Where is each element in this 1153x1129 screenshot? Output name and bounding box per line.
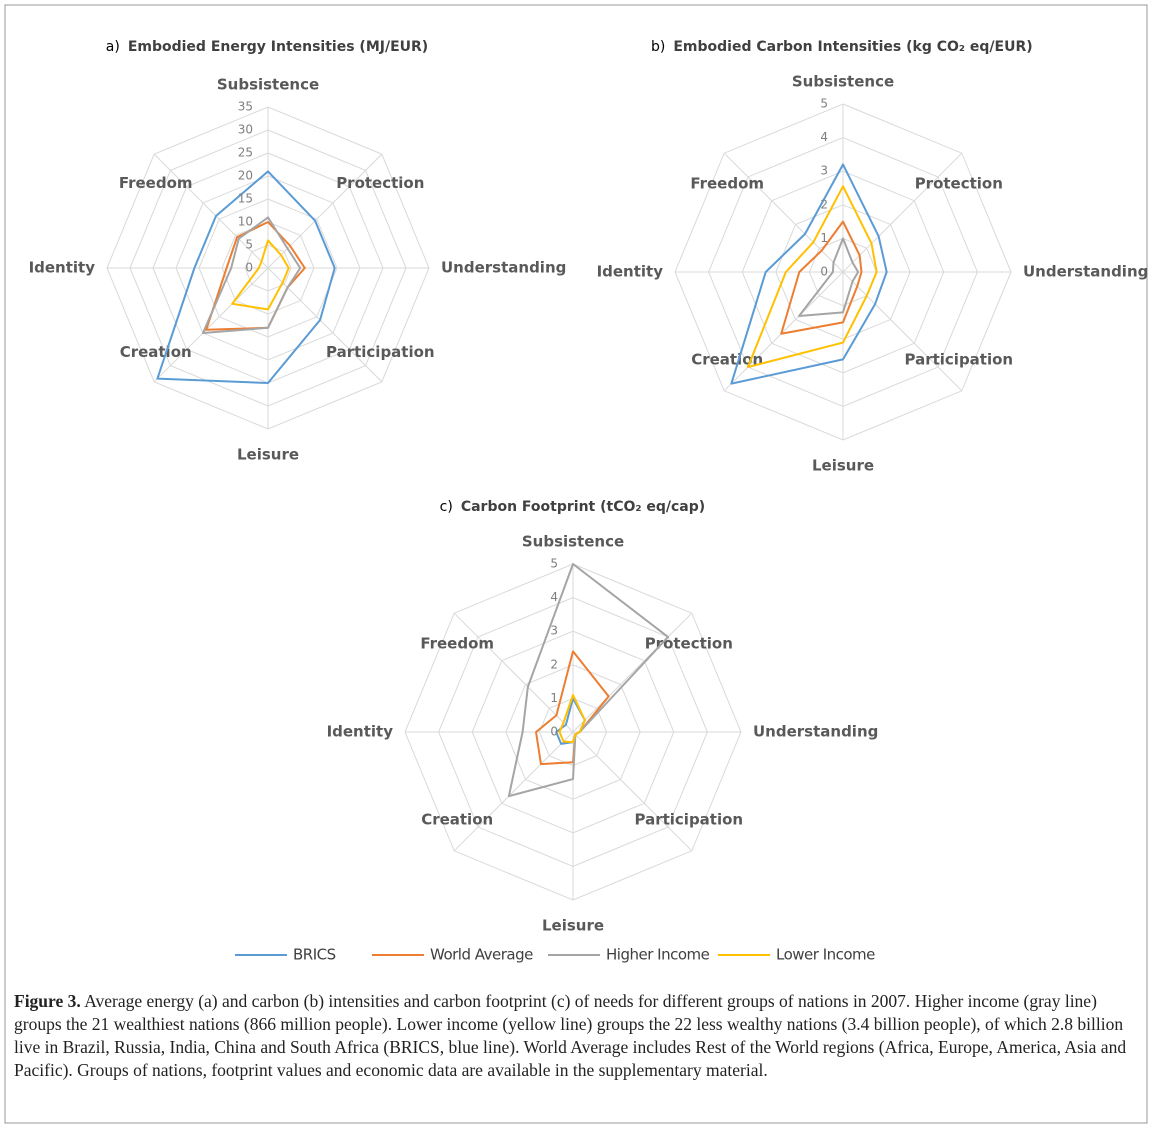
y-tick-label: 5: [245, 238, 253, 252]
panel-label: b): [651, 39, 665, 55]
series-line: [555, 697, 586, 745]
series-line: [746, 185, 878, 369]
category-label: Understanding: [441, 259, 566, 277]
series-line: [156, 170, 336, 384]
series-line: [730, 163, 888, 385]
series-line: [507, 563, 670, 798]
y-tick-label: 4: [820, 130, 828, 144]
series-line: [201, 216, 302, 335]
chart-title: Carbon Footprint (tCO₂ eq/cap): [461, 499, 705, 515]
category-label: Identity: [29, 259, 96, 277]
legend-label: Lower Income: [776, 946, 875, 964]
category-label: Freedom: [420, 634, 494, 652]
y-tick-label: 1: [550, 691, 558, 705]
legend-label: World Average: [430, 946, 533, 964]
spoke: [267, 153, 383, 269]
panel-label: a): [106, 39, 120, 55]
category-label: Participation: [634, 811, 743, 829]
category-label: Protection: [645, 634, 733, 652]
spoke: [153, 267, 269, 383]
category-label: Subsistence: [522, 533, 624, 551]
category-label: Leisure: [812, 457, 874, 475]
spoke: [572, 731, 693, 852]
y-tick-label: 25: [238, 146, 253, 160]
category-label: Identity: [327, 723, 394, 741]
spoke: [453, 731, 574, 852]
legend-label: Higher Income: [606, 946, 710, 964]
y-tick-label: 15: [238, 192, 253, 206]
spoke: [842, 271, 963, 392]
panel-label: c): [440, 499, 453, 515]
series-line: [780, 220, 863, 335]
category-label: Creation: [691, 351, 763, 369]
y-tick-label: 35: [238, 100, 253, 114]
series-line: [231, 239, 290, 311]
spoke: [723, 271, 844, 392]
caption-text: Average energy (a) and carbon (b) intens…: [14, 991, 1127, 1080]
chart-title: Embodied Carbon Intensities (kg CO₂ eq/E…: [673, 39, 1032, 55]
series-line: [205, 221, 306, 331]
y-tick-label: 2: [820, 197, 828, 211]
y-tick-label: 3: [820, 164, 828, 178]
spoke: [153, 153, 269, 269]
y-tick-label: 10: [238, 215, 253, 229]
category-label: Freedom: [690, 174, 764, 192]
category-label: Identity: [597, 263, 664, 281]
frame: [4, 4, 1148, 1124]
legend-label: BRICS: [293, 946, 336, 964]
y-tick-label: 0: [820, 265, 828, 279]
y-tick-label: 20: [238, 169, 253, 183]
caption-label: Figure 3.: [14, 991, 81, 1011]
series-line: [798, 237, 860, 317]
y-tick-label: 4: [550, 590, 558, 604]
category-label: Leisure: [237, 446, 299, 464]
category-label: Creation: [120, 343, 192, 361]
chart-title: Embodied Energy Intensities (MJ/EUR): [128, 39, 428, 55]
y-tick-label: 30: [238, 123, 253, 137]
spoke: [267, 267, 383, 383]
caption: Figure 3. Average energy (a) and carbon …: [14, 990, 1129, 1082]
spoke: [842, 152, 963, 273]
category-label: Participation: [326, 343, 435, 361]
category-label: Understanding: [1023, 263, 1148, 281]
spoke: [572, 612, 693, 733]
spoke: [723, 152, 844, 273]
y-tick-label: 3: [550, 624, 558, 638]
category-label: Understanding: [753, 723, 878, 741]
category-label: Participation: [904, 351, 1013, 369]
series-line: [558, 694, 586, 744]
category-label: Freedom: [119, 174, 193, 192]
category-label: Creation: [421, 811, 493, 829]
y-tick-label: 1: [820, 231, 828, 245]
category-label: Protection: [336, 174, 424, 192]
spoke: [453, 612, 574, 733]
y-tick-label: 0: [550, 725, 558, 739]
category-label: Protection: [915, 174, 1003, 192]
y-tick-label: 5: [820, 97, 828, 111]
y-tick-label: 5: [550, 557, 558, 571]
category-label: Subsistence: [792, 73, 894, 91]
category-label: Subsistence: [217, 76, 319, 94]
category-label: Leisure: [542, 917, 604, 935]
y-tick-label: 2: [550, 657, 558, 671]
y-tick-label: 0: [245, 261, 253, 275]
